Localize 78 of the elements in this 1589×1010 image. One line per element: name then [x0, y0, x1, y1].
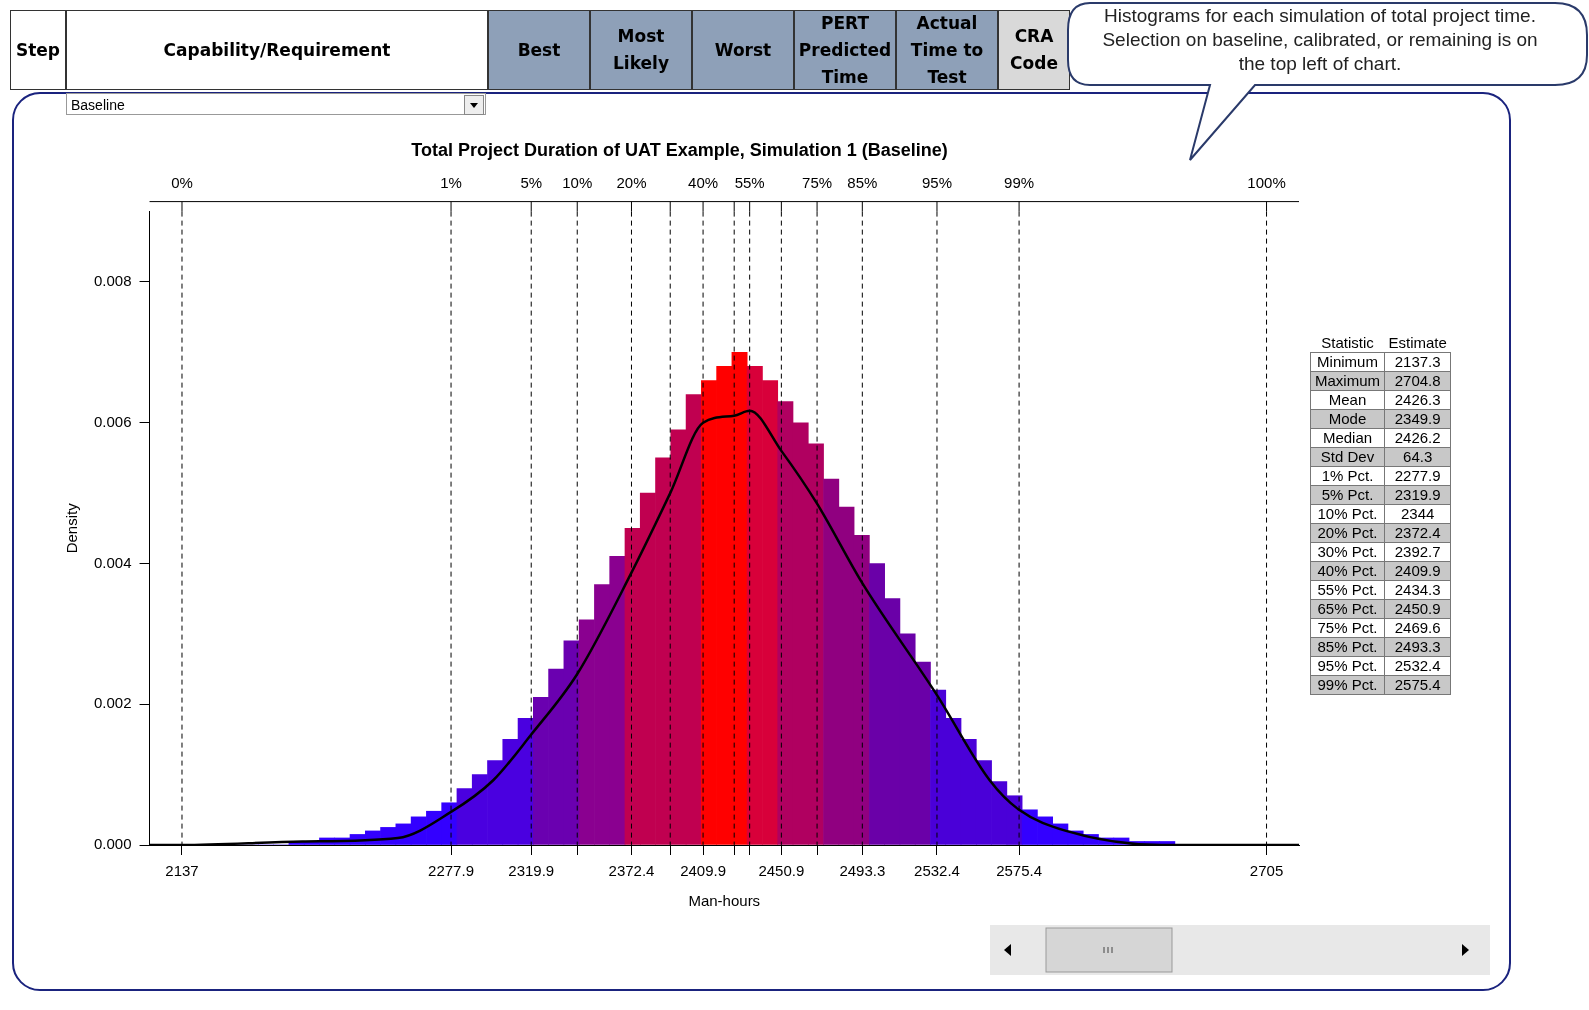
- y-tick-label: 0.006: [93, 412, 132, 430]
- text: 95% Pct.: [1310, 656, 1385, 676]
- annotation: 5%: [520, 174, 543, 192]
- text: 1% Pct.: [1310, 466, 1385, 486]
- text: 2469.6: [1384, 618, 1451, 638]
- annotation: 1%: [440, 174, 462, 192]
- text: 30% Pct.: [1310, 542, 1385, 562]
- text: 10% Pct.: [1310, 504, 1385, 524]
- text: 2277.9: [1384, 466, 1451, 486]
- x-tick-label: 2277.9: [428, 862, 474, 880]
- x-tick-label: 2493.3: [839, 862, 886, 880]
- y-tick-label: 0.000: [93, 835, 132, 853]
- y-tick-label: 0.008: [93, 272, 132, 290]
- text: 65% Pct.: [1310, 599, 1385, 619]
- text: 2434.3: [1384, 580, 1451, 600]
- x-tick-label: 2532.4: [914, 862, 960, 880]
- text: Median: [1310, 428, 1385, 448]
- text: Maximum: [1310, 371, 1385, 391]
- text: 2409.9: [1384, 561, 1451, 581]
- text: 2426.3: [1384, 390, 1451, 410]
- text: CRA Code: [998, 10, 1070, 90]
- text: Baseline: [71, 97, 125, 113]
- text: 5% Pct.: [1310, 485, 1385, 505]
- text: 2137.3: [1384, 352, 1451, 372]
- x-tick-label: 2137: [165, 862, 199, 880]
- text: Mean: [1310, 390, 1385, 410]
- annotation: 20%: [616, 174, 647, 192]
- text: 2392.7: [1384, 542, 1451, 562]
- annotation: 100%: [1247, 174, 1286, 192]
- annotation: 55%: [734, 174, 765, 192]
- annotation: 85%: [847, 174, 878, 192]
- annotation: 95%: [921, 174, 952, 192]
- annotation: 40%: [688, 174, 719, 192]
- text: 99% Pct.: [1310, 675, 1385, 695]
- x-tick-label: 2372.4: [608, 862, 655, 880]
- y-tick-label: 0.002: [93, 694, 132, 712]
- x-tick-label: 2705: [1249, 862, 1284, 880]
- annotation: 99%: [1004, 174, 1035, 192]
- annotation: 75%: [802, 174, 833, 192]
- text: 2349.9: [1384, 409, 1451, 429]
- y-tick-label: 0.004: [93, 553, 132, 571]
- text: Statistic: [1320, 334, 1375, 353]
- annotation: 0%: [171, 174, 193, 192]
- text: 75% Pct.: [1310, 618, 1385, 638]
- text: 2344: [1384, 504, 1451, 524]
- text: 2575.4: [1384, 675, 1451, 695]
- text: 2704.8: [1384, 371, 1451, 391]
- text: 2319.9: [1384, 485, 1451, 505]
- annotation: 10%: [562, 174, 593, 192]
- text: Histograms for each simulation of total project time. Selection on baseline, calibrated, or remaining is on the top left of chart.: [1101, 4, 1539, 76]
- x-tick-label: 2409.9: [680, 862, 727, 880]
- chart-title: Total Project Duration of UAT Example, Simulation 1 (Baseline): [411, 139, 948, 160]
- x-tick-label: 2575.4: [996, 862, 1043, 880]
- text: 2426.2: [1384, 428, 1451, 448]
- text: 2450.9: [1384, 599, 1451, 619]
- text: Best: [488, 10, 590, 90]
- text: PERT Predicted Time: [794, 10, 896, 90]
- x-tick-label: 2450.9: [758, 862, 805, 880]
- text: Capability/Requirement: [66, 10, 488, 90]
- text: Worst: [692, 10, 794, 90]
- text: Std Dev: [1310, 447, 1385, 467]
- text: Minimum: [1310, 352, 1385, 372]
- text: Mode: [1310, 409, 1385, 429]
- x-axis-title: Man-hours: [688, 892, 761, 910]
- text: 64.3: [1384, 447, 1451, 467]
- text: 20% Pct.: [1310, 523, 1385, 543]
- text: Most Likely: [590, 10, 692, 90]
- text: 40% Pct.: [1310, 561, 1385, 581]
- text: Step: [10, 10, 66, 90]
- text: 55% Pct.: [1310, 580, 1385, 600]
- text: 2493.3: [1384, 637, 1451, 657]
- x-tick-label: 2319.9: [508, 862, 555, 880]
- y-axis-title: Density: [63, 502, 81, 554]
- text: Estimate: [1387, 334, 1448, 353]
- text: 2532.4: [1384, 656, 1451, 676]
- text: Actual Time to Test: [896, 10, 998, 90]
- text: 85% Pct.: [1310, 637, 1385, 657]
- text: 2372.4: [1384, 523, 1451, 543]
